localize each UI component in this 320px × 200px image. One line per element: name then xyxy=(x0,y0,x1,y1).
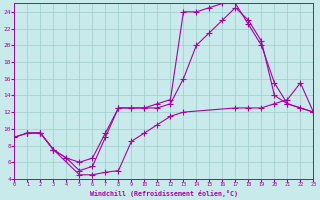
X-axis label: Windchill (Refroidissement éolien,°C): Windchill (Refroidissement éolien,°C) xyxy=(90,190,238,197)
